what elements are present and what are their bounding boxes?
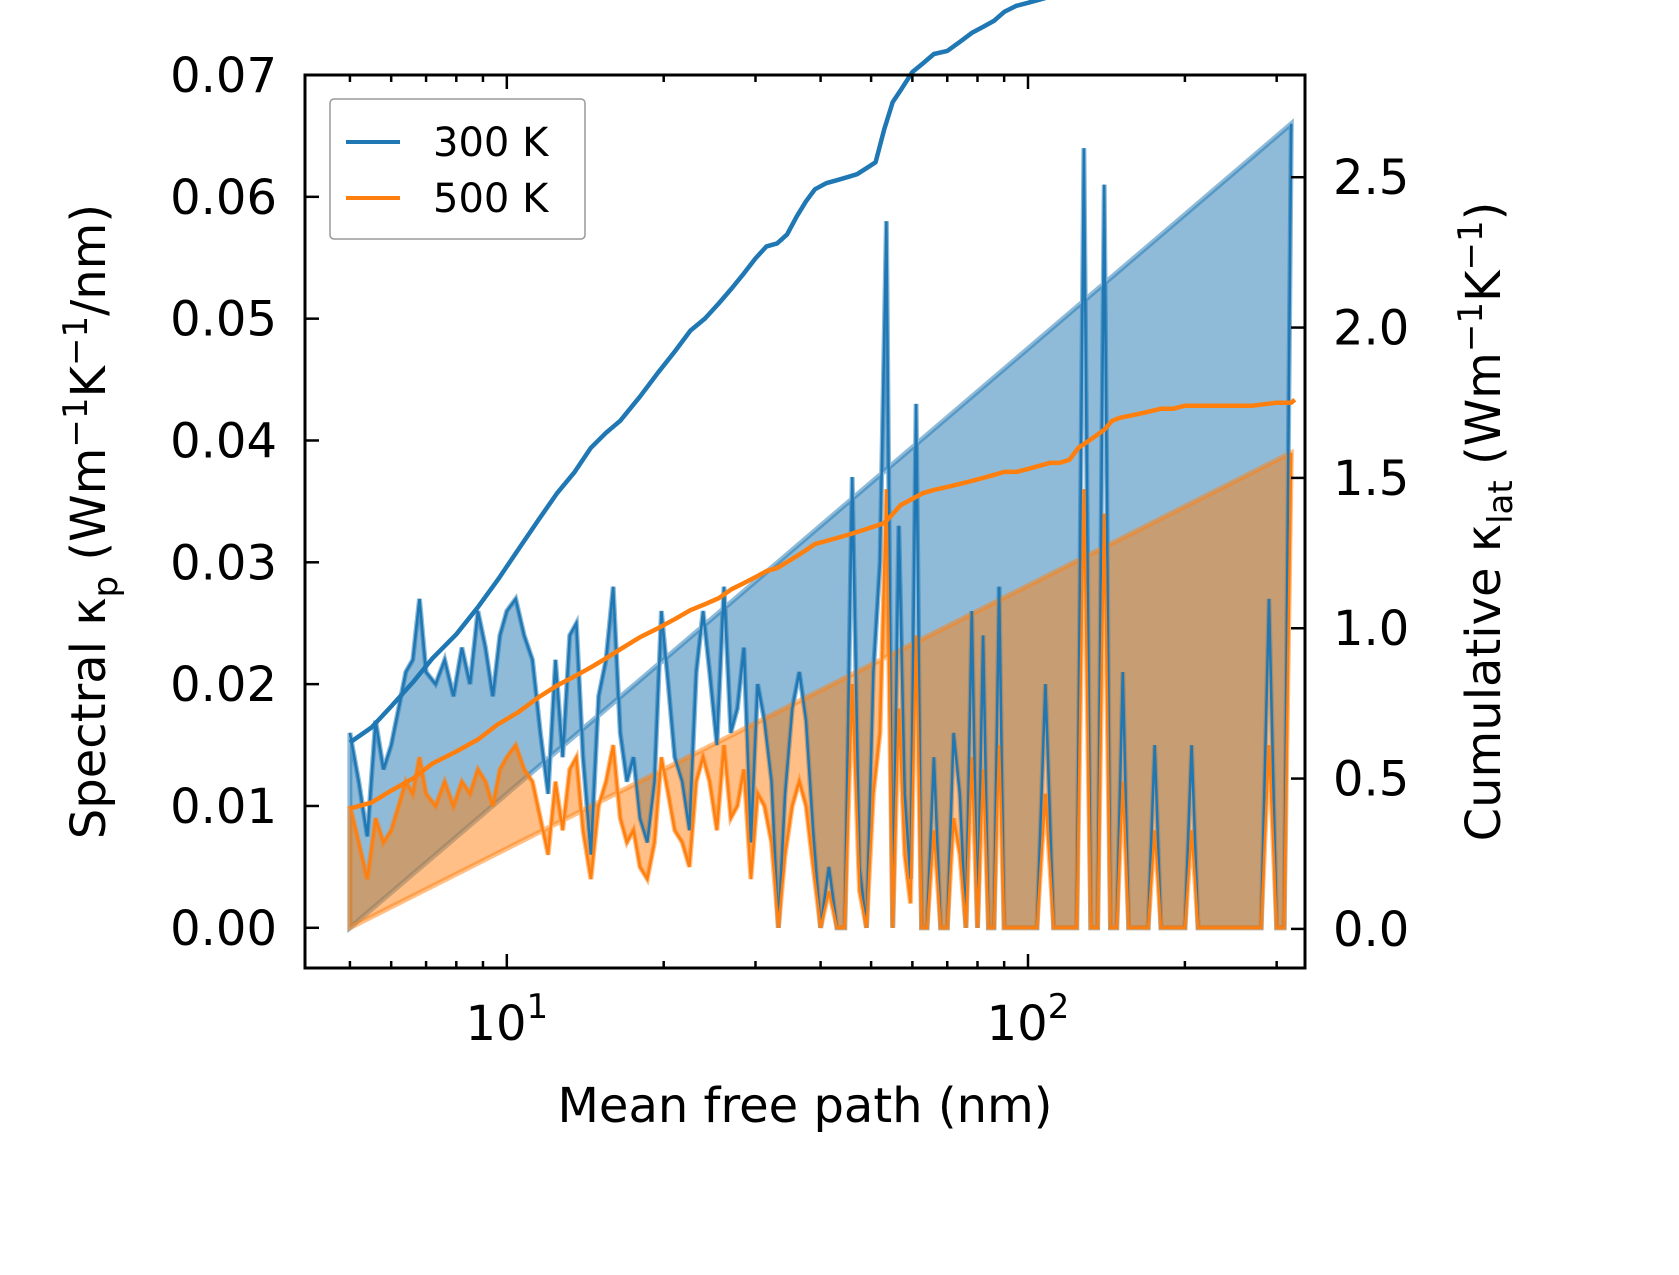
legend-box <box>329 98 586 240</box>
legend: 300 K 500 K <box>329 98 586 240</box>
spectral-line-500k <box>348 452 1293 930</box>
left-tick-label: 0.01 <box>170 779 277 835</box>
tick-exponent: 1 <box>527 987 549 1027</box>
ylabel-left-part: (Wm <box>61 448 117 576</box>
ylabel-left-sup: −1 <box>56 398 96 448</box>
cumulative-lines <box>348 0 1297 811</box>
ylabel-right-part: Cumulative κ <box>1456 524 1512 842</box>
legend-label-300k: 300 K <box>433 120 550 166</box>
left-tick-label: 0.03 <box>170 535 277 591</box>
tick-base: 10 <box>465 996 526 1052</box>
ylabel-right-sup: −1 <box>1451 220 1491 270</box>
ylabel-left-part: K <box>61 365 117 398</box>
left-tick-label: 0.06 <box>170 170 277 226</box>
left-axis: 0.00 0.01 0.02 0.03 0.04 0.05 0.06 0.07 <box>170 48 319 957</box>
ylabel-right-sub: lat <box>1481 480 1521 524</box>
ylabel-left-sup: −1 <box>56 316 96 366</box>
tick-exponent: 2 <box>1048 987 1070 1027</box>
ylabel-left-part: Spectral κ <box>61 597 117 839</box>
tick-base: 10 <box>987 996 1048 1052</box>
cumulative-line-500k <box>349 397 1297 811</box>
right-tick-label: 0.5 <box>1333 752 1409 808</box>
left-tick-label: 0.02 <box>170 657 277 713</box>
left-tick-label: 0.04 <box>170 413 277 469</box>
right-axis: 0.0 0.5 1.0 1.5 2.0 2.5 <box>1291 150 1409 958</box>
legend-label-500k: 500 K <box>433 176 550 222</box>
left-tick-label: 0.00 <box>170 901 277 957</box>
ylabel-left-part: /nm) <box>61 204 117 316</box>
right-tick-label: 1.0 <box>1333 601 1409 657</box>
spectral-fills <box>347 118 1294 934</box>
plot-area <box>347 0 1297 934</box>
ylabel-right-part: (Wm <box>1456 352 1512 480</box>
spectral-line-300k <box>348 123 1293 930</box>
left-tick-label: 0.05 <box>170 292 277 348</box>
ylabel-left-sub: p <box>86 576 126 598</box>
left-tick-label: 0.07 <box>170 48 277 104</box>
ylabel-right-sup: −1 <box>1451 302 1491 352</box>
spectral-lines <box>348 123 1293 930</box>
bottom-axis: 101 102 <box>348 75 1278 1052</box>
axes-frame <box>303 73 1307 970</box>
y-axis-label-left: Spectral κp (Wm−1K−1/nm) <box>56 204 126 839</box>
ylabel-right-part: ) <box>1456 202 1512 221</box>
right-tick-label: 1.5 <box>1333 451 1409 507</box>
right-tick-label: 2.5 <box>1333 150 1409 206</box>
bottom-tick-label: 101 <box>465 987 548 1052</box>
x-axis-label: Mean free path (nm) <box>558 1078 1053 1134</box>
bottom-tick-label: 102 <box>987 987 1070 1052</box>
y-axis-label-right: Cumulative κlat (Wm−1K−1) <box>1451 202 1521 842</box>
cumulative-line-300k <box>348 0 1047 745</box>
ylabel-right-part: K <box>1456 269 1512 302</box>
right-tick-label: 2.0 <box>1333 301 1409 357</box>
right-tick-label: 0.0 <box>1333 902 1409 958</box>
